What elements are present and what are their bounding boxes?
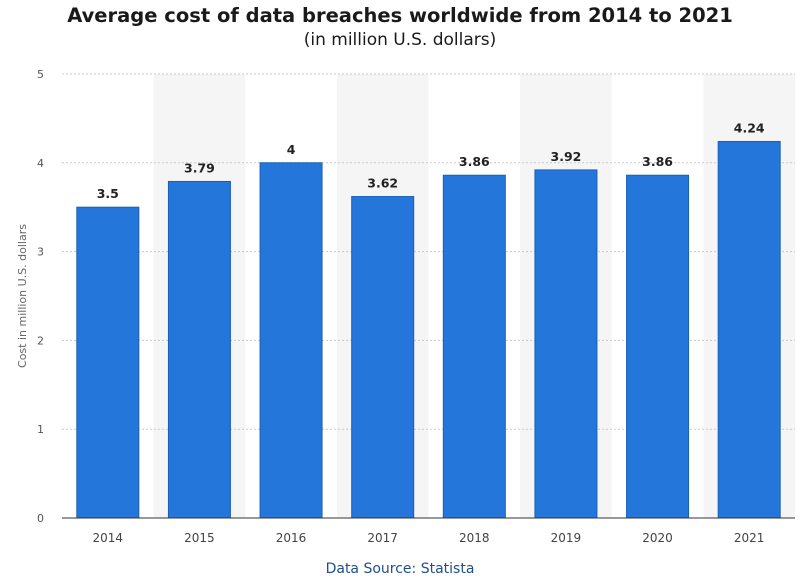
data-label: 3.86 bbox=[459, 154, 490, 169]
y-tick-label: 1 bbox=[37, 423, 44, 436]
y-axis-label: Cost in million U.S. dollars bbox=[16, 224, 29, 368]
bar[interactable] bbox=[76, 206, 140, 519]
chart-subtitle: (in million U.S. dollars) bbox=[303, 30, 497, 50]
x-tick-label: 2017 bbox=[367, 531, 398, 545]
x-tick-label: 2016 bbox=[276, 531, 307, 545]
x-tick-label: 2019 bbox=[551, 531, 582, 545]
x-tick-label: 2018 bbox=[459, 531, 490, 545]
y-tick-label: 3 bbox=[37, 246, 44, 259]
y-tick-label: 5 bbox=[37, 68, 44, 81]
data-label: 3.62 bbox=[367, 176, 398, 191]
x-tick-label: 2020 bbox=[642, 531, 673, 545]
x-tick-label: 2014 bbox=[93, 531, 124, 545]
data-label: 3.5 bbox=[97, 186, 119, 201]
bar[interactable] bbox=[167, 180, 231, 519]
data-label: 3.86 bbox=[642, 154, 673, 169]
bar[interactable] bbox=[442, 174, 506, 519]
bars bbox=[76, 140, 781, 519]
bar[interactable] bbox=[717, 140, 781, 519]
bar[interactable] bbox=[626, 174, 690, 519]
y-tick-label: 2 bbox=[37, 334, 44, 347]
y-axis-ticks: 0 1 2 3 4 5 bbox=[37, 68, 44, 525]
bar[interactable] bbox=[351, 196, 415, 519]
data-label: 4 bbox=[287, 142, 296, 157]
data-label: 3.79 bbox=[184, 160, 215, 175]
y-tick-label: 4 bbox=[37, 157, 44, 170]
x-tick-label: 2021 bbox=[734, 531, 765, 545]
data-label: 3.92 bbox=[551, 149, 582, 164]
y-tick-label: 0 bbox=[37, 512, 44, 525]
data-source[interactable]: Data Source: Statista bbox=[325, 561, 475, 577]
data-label: 4.24 bbox=[734, 120, 765, 135]
data-labels: 3.5 3.79 4 3.62 3.86 3.92 3.86 4.24 bbox=[97, 120, 765, 201]
bar[interactable] bbox=[534, 169, 598, 519]
x-axis-ticks: 2014 2015 2016 2017 2018 2019 2020 2021 bbox=[93, 531, 765, 545]
bar[interactable] bbox=[259, 162, 323, 519]
chart-title: Average cost of data breaches worldwide … bbox=[67, 4, 733, 27]
x-tick-label: 2015 bbox=[184, 531, 215, 545]
